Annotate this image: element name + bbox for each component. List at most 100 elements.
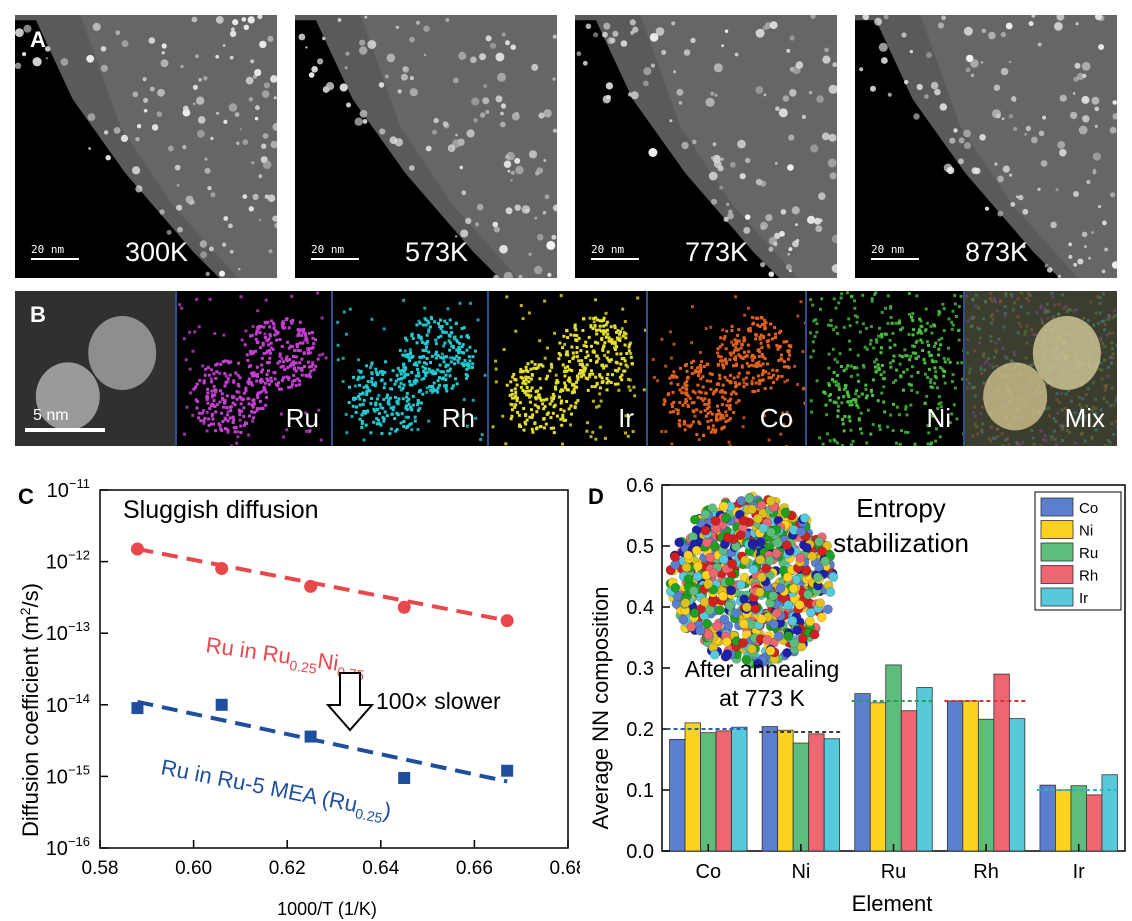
pixel <box>1111 352 1115 356</box>
nanoparticle-dot <box>480 112 486 118</box>
pixel <box>1043 433 1047 437</box>
pixel <box>849 399 853 403</box>
bar-Rh-Ni <box>808 733 825 852</box>
pixel <box>742 385 746 389</box>
pixel <box>745 361 749 365</box>
pixel <box>699 351 702 354</box>
x-tick-label: 0.64 <box>362 858 399 879</box>
nanoparticle-dot <box>993 84 1001 91</box>
pixel <box>535 367 538 370</box>
pixel <box>864 383 868 387</box>
pixel <box>465 348 469 352</box>
pixel <box>937 313 941 317</box>
pixel <box>962 349 963 353</box>
pixel <box>879 373 883 377</box>
pixel <box>277 381 280 385</box>
nanoparticle-dot <box>1057 141 1065 149</box>
pixel <box>405 391 409 395</box>
pixel <box>935 376 938 380</box>
pixel <box>785 410 789 414</box>
pixel <box>776 347 780 351</box>
pixel <box>1001 347 1005 350</box>
atom <box>747 504 757 515</box>
pixel <box>385 414 389 418</box>
pixel <box>1103 323 1107 327</box>
pixel <box>511 396 514 400</box>
pixel <box>256 396 260 400</box>
vacuum-region <box>295 41 479 278</box>
nanoparticle-dot <box>223 216 229 221</box>
pixel <box>262 352 266 356</box>
x-axis-title: 1000/T (1/K) <box>277 899 377 919</box>
pixel <box>703 409 707 412</box>
particle-blob <box>1032 316 1101 390</box>
nanoparticle-dot <box>263 82 270 89</box>
fit-lines <box>137 547 508 784</box>
pixel <box>248 349 252 353</box>
pixel <box>220 429 224 432</box>
pixel <box>837 396 841 400</box>
nanoparticle-dot <box>593 32 599 38</box>
pixel <box>682 422 686 426</box>
pixel <box>195 382 199 386</box>
pixel <box>673 374 677 378</box>
pixel <box>828 439 832 443</box>
pixel <box>405 407 409 411</box>
pixel <box>431 372 435 376</box>
atom <box>783 600 794 610</box>
pixel <box>809 298 813 302</box>
pixel <box>961 377 963 381</box>
pixel <box>927 367 931 371</box>
pixel <box>728 399 732 403</box>
pixel <box>591 430 595 434</box>
pixel <box>827 352 831 356</box>
pixel <box>559 389 563 393</box>
nanoparticle-dot <box>45 46 51 52</box>
pixel <box>1012 350 1016 354</box>
pixel <box>598 328 602 332</box>
pixel <box>876 363 880 367</box>
pixel <box>968 367 972 371</box>
pixel <box>287 346 291 350</box>
pixel <box>373 409 377 413</box>
atom <box>738 515 749 526</box>
pixel <box>832 328 836 332</box>
pixel <box>857 416 861 420</box>
pixel <box>573 406 577 410</box>
pixel <box>693 391 697 395</box>
pixel <box>240 398 244 402</box>
pixel <box>1045 381 1049 385</box>
pixel <box>937 353 940 357</box>
pixel <box>728 417 732 421</box>
pixel <box>374 401 378 405</box>
nanoparticle-dot <box>228 223 233 229</box>
pixel <box>827 366 831 370</box>
nanoparticle-dot <box>816 95 824 103</box>
pixel <box>444 373 448 377</box>
pixel <box>889 306 892 310</box>
pixel <box>1094 398 1097 402</box>
pixel <box>261 379 264 383</box>
pixel <box>410 334 414 338</box>
pixel <box>290 321 294 325</box>
nanoparticle-dot <box>1022 208 1029 215</box>
x-tick-label: 0.58 <box>82 858 119 879</box>
pixel <box>737 328 741 332</box>
pixel <box>247 433 251 437</box>
bar-Ni-Ru <box>869 702 887 852</box>
nanoparticle-dot <box>988 31 996 40</box>
pixel <box>1029 364 1033 368</box>
pixel <box>837 388 841 392</box>
pixel <box>1085 393 1088 397</box>
pixel <box>509 402 513 406</box>
atom <box>703 578 714 589</box>
pixel <box>272 321 275 325</box>
pixel <box>404 354 408 358</box>
pixel <box>562 334 566 338</box>
pixel <box>428 325 432 329</box>
pixel <box>1046 316 1050 320</box>
pixel <box>980 372 984 375</box>
pixel <box>1083 439 1087 443</box>
pixel <box>846 291 849 295</box>
